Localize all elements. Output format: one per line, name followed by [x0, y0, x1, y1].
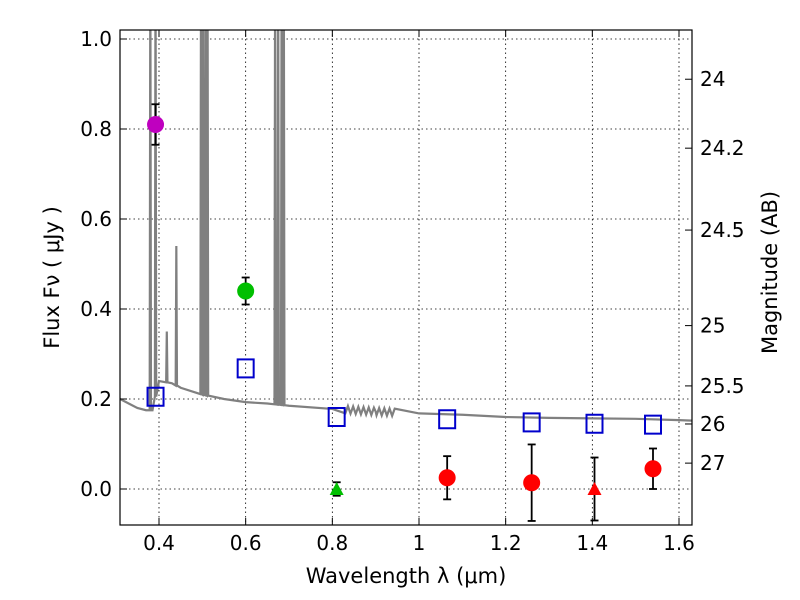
- model-point-square: [644, 414, 662, 435]
- y-tick-label: 1.0: [80, 27, 112, 51]
- plot-frame: [119, 29, 693, 526]
- data-point-circle: [237, 282, 255, 300]
- x-tick-label: 0.8: [316, 531, 348, 555]
- data-point-circle: [438, 469, 456, 487]
- right-tick-label: 25.5: [700, 374, 745, 398]
- model-point-square: [236, 358, 255, 379]
- right-tick-label: 24.5: [700, 218, 745, 242]
- x-tick-label: 1.4: [576, 531, 608, 555]
- x-tick-label: 0.4: [143, 531, 175, 555]
- x-tick-label: 1.2: [490, 531, 522, 555]
- right-tick-label: 25: [700, 314, 725, 338]
- model-point-square: [522, 412, 541, 433]
- y-tick-label: 0.0: [80, 477, 112, 501]
- photometry-points: [146, 103, 662, 522]
- x-tick-label: 1: [413, 531, 426, 555]
- y-axis-label: Flux Fν ( μJy ): [40, 206, 64, 349]
- x-tick-label: 1.6: [663, 531, 695, 555]
- right-tick-label: 26: [700, 412, 725, 436]
- right-tick-label: 24: [700, 67, 725, 91]
- y-tick-label: 0.8: [80, 117, 112, 141]
- upper-limit-triangle: [587, 482, 602, 495]
- y-axis-right-label: Magnitude (AB): [758, 191, 782, 354]
- data-point-circle: [147, 116, 165, 133]
- model-point-square: [585, 413, 604, 434]
- spectrum-clip-group: [120, 30, 692, 422]
- data-point-circle: [644, 460, 662, 478]
- y-tick-label: 0.2: [80, 387, 112, 411]
- model-point-square: [327, 407, 346, 427]
- y-tick-label: 0.6: [80, 207, 112, 231]
- data-point-circle: [523, 474, 541, 492]
- x-axis-label: Wavelength λ (μm): [306, 564, 507, 588]
- axis-ticks: 0.4 0.6 0.8 1 1.2 1.4 1.6 0.0 0.2 0.4 0.6 0.8 1.0 24 2…: [80, 27, 744, 555]
- model-point-square: [438, 409, 457, 430]
- upper-limit-triangle: [329, 482, 344, 495]
- right-tick-label: 24.2: [700, 136, 745, 160]
- spectrum-line: [120, 30, 692, 422]
- model-point-square: [146, 386, 165, 407]
- spectrum-series: [120, 30, 692, 422]
- right-tick-label: 27: [700, 451, 725, 475]
- x-tick-label: 0.6: [230, 531, 262, 555]
- y-tick-label: 0.4: [80, 297, 112, 321]
